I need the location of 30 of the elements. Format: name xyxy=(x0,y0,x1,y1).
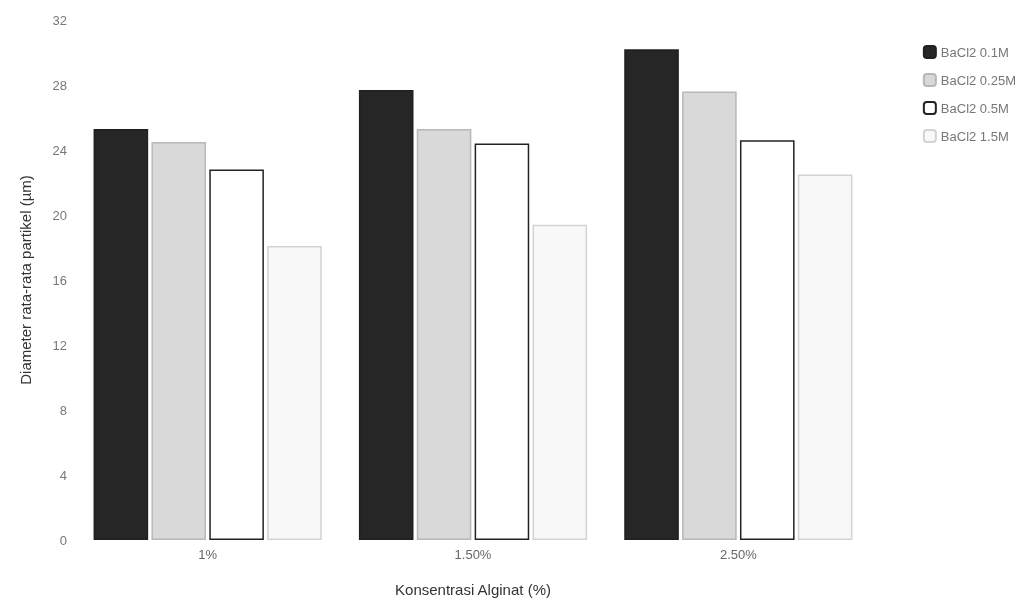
legend-label: BaCl2 1.5M xyxy=(940,128,1009,144)
bar xyxy=(474,143,530,540)
legend-label: BaCl2 0.1M xyxy=(940,44,1009,60)
legend-label: BaCl2 0.5M xyxy=(940,100,1009,116)
bar xyxy=(739,140,795,540)
bar xyxy=(532,224,588,540)
y-tick-label: 28 xyxy=(52,77,67,93)
x-tick-label: 1% xyxy=(198,547,218,562)
bar xyxy=(416,128,472,540)
y-tick-label: 8 xyxy=(59,402,67,418)
y-tick-label: 0 xyxy=(59,532,67,548)
bar xyxy=(267,245,322,540)
x-tick-label: 2.50% xyxy=(719,547,758,562)
y-tick-label: 4 xyxy=(59,467,67,483)
y-tick-label: 20 xyxy=(52,207,67,223)
bar xyxy=(93,128,149,540)
bar xyxy=(797,174,853,540)
bar xyxy=(624,49,679,540)
x-axis-title: Konsentrasi Alginat (%) xyxy=(395,581,551,598)
bar xyxy=(358,89,414,540)
bar xyxy=(682,91,737,540)
y-axis-title: Diameter rata-rata partikel (µm) xyxy=(17,175,34,385)
y-tick-label: 12 xyxy=(52,337,67,353)
bar xyxy=(151,141,207,540)
legend-label: BaCl2 0.25M xyxy=(940,72,1017,88)
y-tick-label: 32 xyxy=(52,12,67,28)
bar xyxy=(209,169,264,540)
x-tick-label: 1.50% xyxy=(454,547,492,562)
y-tick-label: 16 xyxy=(52,272,67,288)
y-tick-label: 24 xyxy=(52,142,67,158)
